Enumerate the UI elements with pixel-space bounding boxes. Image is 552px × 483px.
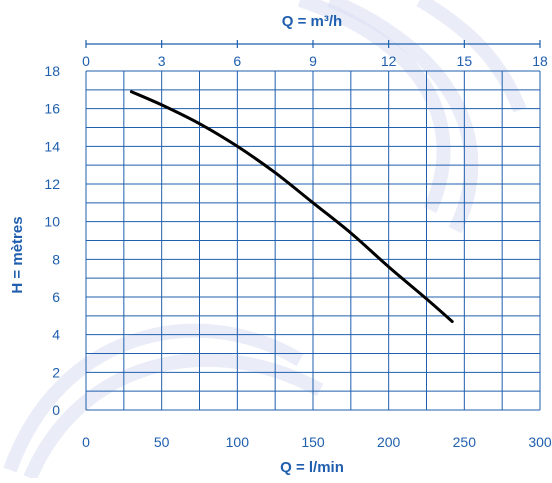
top-x-tick-label: 15	[457, 53, 473, 69]
swirl-0	[300, 0, 444, 210]
top-x-tick-label: 0	[82, 53, 90, 69]
y-axis-title: H = mètres	[9, 216, 26, 293]
y-tick-label: 10	[44, 214, 60, 230]
y-tick-label: 14	[44, 138, 60, 154]
x-tick-label: 300	[528, 434, 552, 450]
grid	[86, 71, 540, 410]
series-layer	[131, 92, 452, 322]
y-tick-label: 12	[44, 176, 60, 192]
top-axis-title: Q = m³/h	[282, 13, 342, 30]
y-tick-label: 6	[52, 289, 60, 305]
top-x-tick-label: 12	[381, 53, 397, 69]
x-tick-label: 250	[453, 434, 477, 450]
y-tick-label: 4	[52, 327, 60, 343]
x-tick-label: 200	[377, 434, 401, 450]
top-x-tick-label: 3	[158, 53, 166, 69]
x-tick-label: 50	[154, 434, 170, 450]
x-tick-label: 0	[82, 434, 90, 450]
x-axis-title: Q = l/min	[280, 459, 344, 476]
x-tick-label: 150	[301, 434, 325, 450]
y-tick-label: 18	[44, 63, 60, 79]
y-tick-label: 2	[52, 364, 60, 380]
y-tick-label: 16	[44, 101, 60, 117]
y-tick-label: 0	[52, 402, 60, 418]
tick-labels: 0 50 100 150 200 250 300 0 3 6 9 12 15 18 0 2 4 6 8 10 12 14 1…	[44, 53, 551, 450]
top-x-tick-label: 9	[309, 53, 317, 69]
top-x-tick-label: 18	[532, 53, 548, 69]
series-line-0	[131, 92, 452, 322]
y-tick-label: 8	[52, 251, 60, 267]
top-x-tick-label: 6	[233, 53, 241, 69]
x-tick-label: 100	[226, 434, 250, 450]
